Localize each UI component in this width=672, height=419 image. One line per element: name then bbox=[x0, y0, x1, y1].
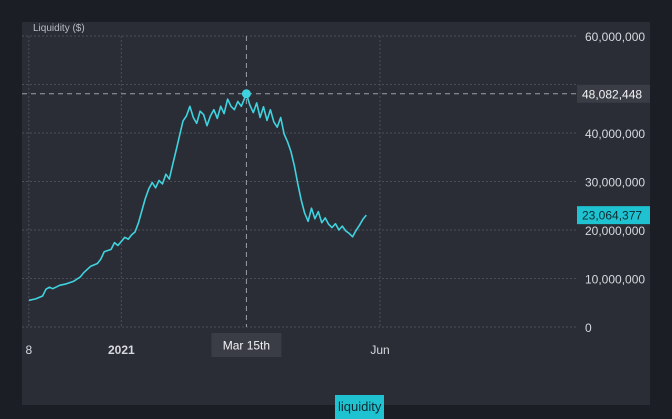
legend-item-liquidity[interactable]: liquidity bbox=[335, 395, 385, 419]
horizontal-grid bbox=[22, 35, 577, 328]
vertical-grid bbox=[28, 36, 381, 327]
x-tick-label: 8 bbox=[26, 343, 33, 357]
y-axis-title: Liquidity ($) bbox=[33, 23, 85, 34]
last-value-badge-bg bbox=[577, 206, 650, 225]
crosshair-x-badge: Mar 15th bbox=[223, 339, 270, 353]
x-axis-labels: 8 2021 Jun bbox=[26, 343, 390, 357]
y-axis-labels: 0 10,000,000 20,000,000 30,000,000 40,000,00… bbox=[585, 30, 645, 335]
crosshair-y-badge-bg bbox=[577, 84, 650, 103]
last-value-badge: 23,064,377 bbox=[582, 209, 642, 223]
y-tick-label: 20,000,000 bbox=[585, 224, 645, 238]
series-line-liquidity bbox=[28, 93, 367, 302]
x-tick-label: Jun bbox=[370, 343, 389, 357]
crosshair bbox=[22, 36, 577, 327]
crosshair-x-badge-bg bbox=[211, 333, 282, 357]
y-tick-label: 60,000,000 bbox=[585, 30, 645, 44]
y-tick-label: 40,000,000 bbox=[585, 127, 645, 141]
y-tick-label: 30,000,000 bbox=[585, 176, 645, 190]
liquidity-chart[interactable]: Liquidity ($) 0 10,000,000 20,000,000 30,00… bbox=[22, 22, 650, 405]
y-tick-label: 0 bbox=[585, 321, 592, 335]
x-tick-label: 2021 bbox=[108, 343, 135, 357]
crosshair-y-badge: 48,082,448 bbox=[582, 87, 642, 101]
axis-badges: 48,082,448 23,064,377 Mar 15th bbox=[211, 84, 650, 357]
highlight-point bbox=[241, 89, 251, 99]
series-layer bbox=[28, 93, 367, 302]
chart-panel: Liquidity ($) 0 10,000,000 20,000,000 30,00… bbox=[22, 22, 650, 419]
y-tick-label: 10,000,000 bbox=[585, 273, 645, 287]
